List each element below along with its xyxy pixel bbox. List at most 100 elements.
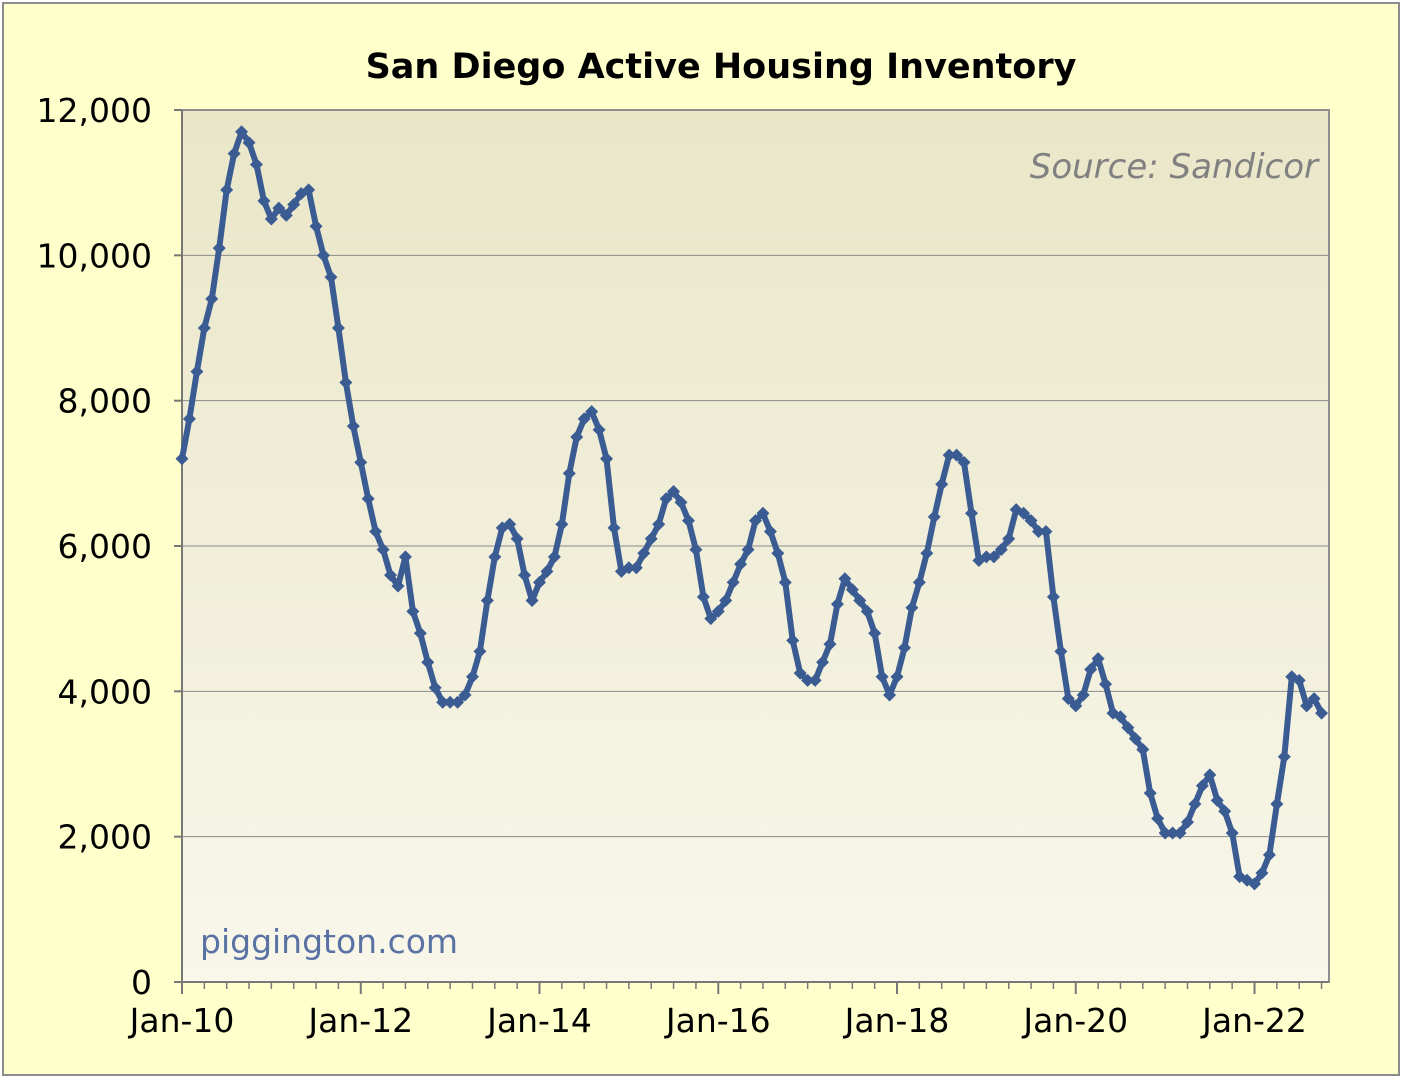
data-point [205,292,219,306]
data-point [1166,826,1180,840]
data-point [503,517,517,531]
data-point [525,594,539,607]
data-point [883,688,897,702]
data-point [235,125,249,139]
data-point [920,546,934,560]
data-point [942,448,956,462]
data-point [1136,742,1150,756]
data-point [890,670,904,684]
data-point [1046,590,1060,604]
data-point [421,655,435,669]
data-point [987,550,1001,564]
data-point [1151,812,1165,825]
data-point [220,183,234,197]
data-point [1024,514,1038,528]
data-point [518,568,532,582]
data-point [555,517,569,531]
data-point [1248,877,1262,891]
data-point [1218,804,1232,818]
data-point [927,510,941,524]
data-point [994,543,1008,557]
data-point [1017,506,1031,520]
x-axis: Jan-10 Jan-12 Jan-14 Jan-16 Jan-18 Jan-20 Jan-… [128,981,1329,1040]
data-point [1292,673,1306,687]
data-point [1076,688,1090,702]
data-point [264,212,278,226]
data-point [1277,750,1291,764]
data-point [726,575,740,589]
data-point [786,633,800,647]
x-tick-label: Jan-20 [1021,1001,1128,1040]
data-point [1210,793,1224,807]
data-point [629,561,643,575]
data-point [607,521,621,535]
data-point [324,270,338,284]
data-point [212,241,226,255]
data-point [413,626,427,640]
watermark-text: piggington.com [200,922,458,961]
data-point [570,430,584,444]
data-point [398,550,412,564]
data-point [197,321,211,335]
data-point [778,575,792,589]
data-point [384,568,398,582]
data-point [533,575,547,589]
data-point [1069,699,1083,713]
data-point [465,670,479,684]
y-tick-label: 0 [131,963,152,1002]
data-point [897,641,911,655]
data-point [182,412,196,426]
data-point [979,550,993,564]
data-point [1091,652,1105,666]
data-point [443,695,457,709]
data-point [249,158,263,171]
data-point [830,597,844,611]
data-point [406,604,420,618]
data-point [637,546,651,560]
data-point [1143,786,1157,800]
data-point [1113,710,1127,724]
data-point [369,524,383,538]
data-point [1173,826,1187,840]
data-point [577,412,591,426]
data-point [257,194,271,208]
data-point [562,466,576,480]
x-tick-label: Jan-14 [485,1001,592,1040]
data-point [659,492,673,506]
data-point [1084,663,1098,677]
data-point [458,688,472,702]
data-point [763,524,777,538]
data-point [905,601,919,615]
data-point [749,514,762,528]
data-point [547,550,561,564]
data-point [868,626,882,640]
data-point [302,183,316,197]
data-point [957,455,971,469]
data-point [175,452,189,466]
data-point [1188,797,1202,811]
data-point [1255,866,1269,880]
y-tick-label: 4,000 [58,672,152,711]
data-point [331,321,345,335]
data-point [808,673,822,687]
data-point [1315,706,1329,720]
data-point [875,670,889,684]
data-point [704,612,718,626]
data-point [1225,826,1239,840]
data-point [689,543,703,557]
x-tick-label: Jan-22 [1200,1001,1307,1040]
data-point [674,495,688,509]
data-point [1158,826,1172,840]
data-point [652,517,666,531]
data-point [1195,779,1209,793]
data-point [488,550,502,564]
data-point [1099,677,1113,691]
chart-title: San Diego Active Housing Inventory [366,47,1077,87]
data-point [287,197,301,211]
data-point [361,492,375,506]
data-point [756,506,770,520]
data-point [317,248,331,262]
data-point [540,564,554,578]
data-point [1121,721,1135,735]
